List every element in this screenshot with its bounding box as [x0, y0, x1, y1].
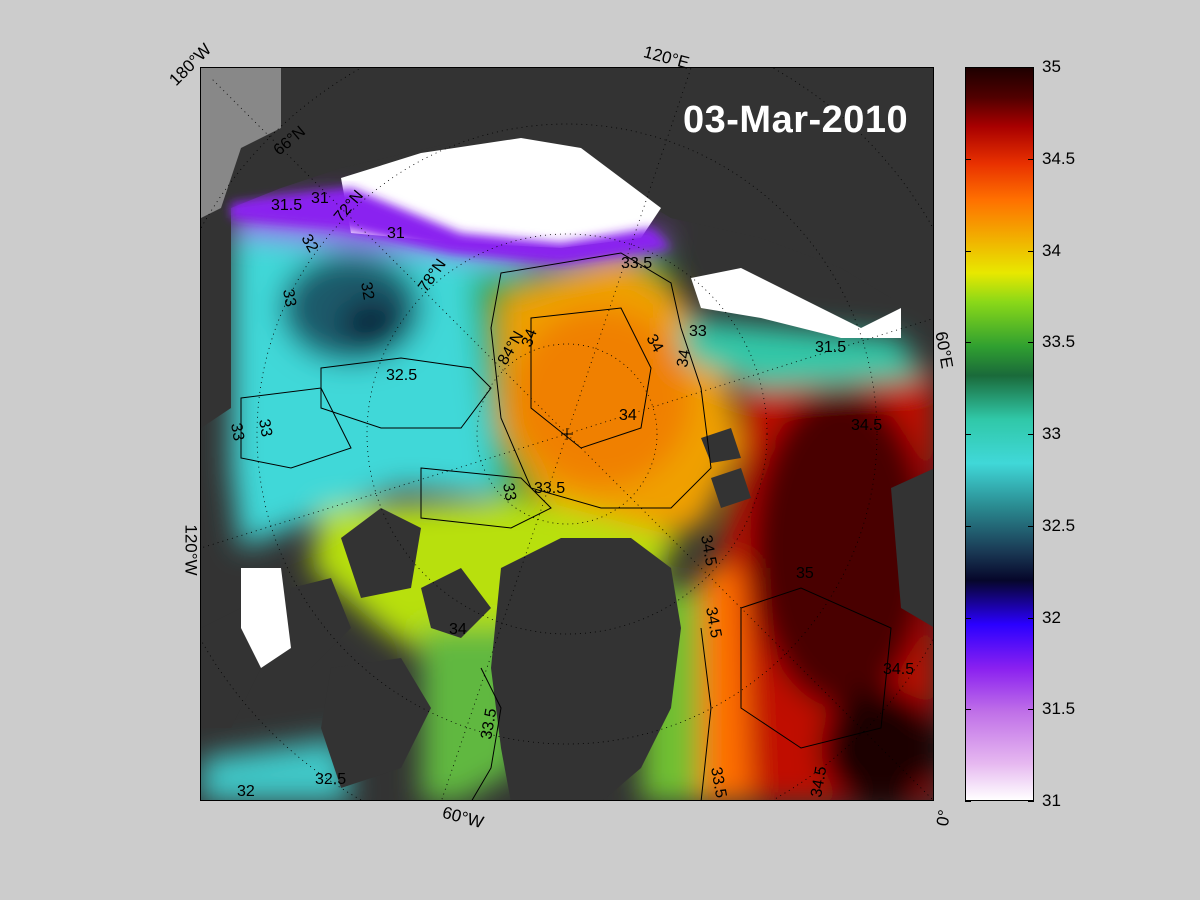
contour-label: 32	[357, 281, 377, 302]
contour-label: 32.5	[386, 367, 417, 384]
colorbar-tick-mark	[965, 434, 971, 435]
contour-label: 34	[449, 621, 467, 638]
colorbar-tick-label: 32.5	[1042, 515, 1076, 535]
colorbar-tick-mark	[965, 801, 971, 802]
contour-label: 34.5	[702, 606, 724, 640]
contour-label: 34	[519, 327, 541, 350]
colorbar-tick-label: 34	[1042, 240, 1061, 260]
colorbar-tick-mark	[965, 617, 971, 619]
salinity-contours	[240, 252, 892, 800]
contour-label: 34	[674, 348, 694, 369]
lon-label-60w: 60°W	[440, 802, 486, 833]
contour-label: 34	[619, 407, 637, 424]
contour-label: 33.5	[707, 766, 729, 800]
contour-label: 34.5	[851, 417, 882, 434]
contour-label: 32	[237, 783, 255, 800]
contour-label: 33	[227, 422, 247, 443]
contour-label: 31	[387, 225, 405, 242]
lon-label-60e: 60°E	[931, 330, 957, 370]
colorbar-tick-mark	[965, 158, 971, 160]
contour-label: 33	[279, 288, 299, 309]
north-pole-marker	[561, 428, 573, 440]
lon-label-0: 0°	[932, 808, 955, 828]
contour-label: 33	[689, 323, 707, 340]
contour-label: 34.5	[697, 534, 719, 568]
colorbar-tick-mark	[1028, 801, 1034, 802]
contour-label: 34.5	[883, 661, 914, 678]
date-stamp: 03-Mar-2010	[683, 99, 909, 141]
colorbar-tick-label: 33	[1042, 424, 1061, 443]
contour-label: 33	[499, 482, 519, 503]
map-panel: 66°N 72°N 78°N 84°N 31.5 31 31 32 32 32.…	[200, 67, 934, 801]
contour-label: 32.5	[315, 771, 346, 788]
colorbar-tick-mark	[965, 342, 971, 344]
colorbar	[965, 67, 1034, 801]
colorbar-tick-label: 34.5	[1042, 148, 1076, 168]
colorbar-tick-mark	[965, 525, 971, 527]
colorbar-tick-mark	[1028, 67, 1034, 68]
colorbar-tick-label: 31	[1042, 791, 1061, 810]
contour-label: 33.5	[621, 255, 652, 272]
colorbar-tick-mark	[965, 709, 971, 711]
colorbar-tick-mark	[1028, 434, 1034, 435]
colorbar-tick-label: 33.5	[1042, 332, 1076, 352]
map-canvas: 66°N 72°N 78°N 84°N 31.5 31 31 32 32 32.…	[201, 68, 933, 800]
contour-label: 33	[255, 418, 275, 439]
contour-label: 34.5	[808, 765, 830, 799]
colorbar-tick-mark	[965, 250, 971, 252]
colorbar-tick-mark	[1028, 250, 1034, 252]
colorbar-tick-mark	[1028, 617, 1034, 619]
contour-label: 33.5	[534, 480, 565, 497]
colorbar-tick-mark	[965, 67, 971, 68]
sea-ice-kara	[691, 268, 901, 338]
colorbar-tick-mark	[1028, 158, 1034, 160]
colorbar-tick-mark	[1028, 342, 1034, 344]
contour-label: 31	[311, 190, 329, 207]
contour-label: 35	[796, 565, 814, 582]
contour-label: 33.5	[478, 707, 500, 741]
contour-label: 32	[298, 232, 322, 256]
fresh-water-strip	[231, 188, 671, 263]
colorbar-tick-mark	[1028, 525, 1034, 527]
lon-label-120w: 120°W	[181, 524, 201, 576]
landmasses	[201, 68, 933, 800]
colorbar-tick-label: 31.5	[1042, 699, 1076, 719]
graticule	[201, 68, 933, 800]
contour-label: 34	[643, 332, 667, 356]
colorbar-tick-mark	[1028, 709, 1034, 711]
colorbar-tick-label: 35	[1042, 57, 1061, 76]
contour-label: 31.5	[271, 197, 302, 214]
alaska-land-grey	[201, 68, 281, 218]
contour-label: 31.5	[815, 339, 846, 356]
contour-labels: 31.5 31 31 32 32 32.5 33 33 33 33 33.5 3…	[227, 190, 914, 800]
sea-ice-canada	[241, 568, 291, 668]
colorbar-tick-label: 32	[1042, 607, 1061, 627]
